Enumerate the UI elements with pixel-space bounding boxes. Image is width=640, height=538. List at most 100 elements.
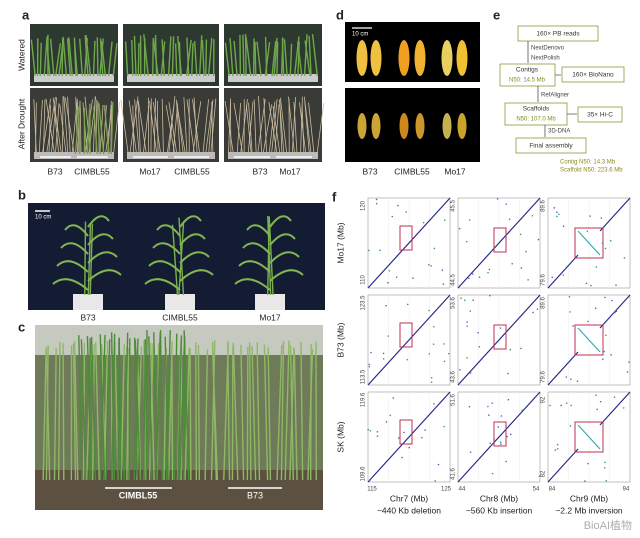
dot <box>458 227 461 230</box>
dot <box>560 404 562 407</box>
plant <box>288 96 295 155</box>
plant <box>64 97 75 155</box>
leaf <box>56 260 89 273</box>
plant <box>229 38 234 77</box>
alignment <box>367 391 451 483</box>
row-label: SK (Mb) <box>335 421 345 452</box>
scale-text: 10 cm <box>35 215 51 221</box>
dot <box>505 203 508 205</box>
inversion <box>577 327 601 353</box>
plant <box>74 100 81 155</box>
ear <box>441 40 453 76</box>
axis-label: Chr7 (Mb) <box>390 493 428 503</box>
y-tick: 109.6 <box>361 466 367 482</box>
dot <box>604 247 607 250</box>
plant <box>263 98 268 155</box>
flow-node: 35× Hi-C <box>587 112 613 119</box>
highlight <box>574 421 604 453</box>
highlight <box>493 421 507 447</box>
plant <box>148 336 153 481</box>
dot <box>532 311 534 314</box>
plant <box>161 39 166 77</box>
dot <box>500 415 503 417</box>
dot <box>437 463 440 466</box>
photos <box>28 22 480 510</box>
dot <box>430 381 433 383</box>
dot <box>556 448 559 450</box>
plant <box>264 36 268 77</box>
y-tick: 41.6 <box>451 468 457 480</box>
flow-node: Scaffolds <box>523 106 550 113</box>
dot <box>487 271 489 274</box>
plant <box>281 38 285 77</box>
y-tick: 92 <box>541 396 547 403</box>
row-label: Mo17 (Mb) <box>335 222 345 263</box>
plant <box>63 96 69 155</box>
plant <box>53 104 60 155</box>
line-label: CIMBL55 <box>162 312 198 322</box>
plant <box>95 342 100 481</box>
plant <box>268 216 274 296</box>
plant <box>57 342 61 481</box>
plant <box>38 99 43 155</box>
dot <box>432 343 435 345</box>
dot <box>433 247 436 250</box>
plant <box>78 38 84 77</box>
leaf <box>87 215 110 228</box>
plant <box>128 338 131 481</box>
plant <box>268 101 276 155</box>
plant <box>73 341 79 481</box>
pot <box>255 294 285 310</box>
plant <box>271 40 277 77</box>
plant <box>145 330 148 481</box>
x-tick: 94 <box>623 487 630 493</box>
plant <box>90 336 97 481</box>
highlight <box>399 322 413 348</box>
dot <box>464 299 466 302</box>
plant <box>48 104 51 155</box>
ear <box>357 113 367 139</box>
dot <box>587 462 589 465</box>
dot <box>448 352 450 355</box>
alignment <box>457 294 541 386</box>
dot <box>505 460 508 463</box>
plant <box>46 96 56 155</box>
dot <box>405 211 407 213</box>
plant <box>177 335 183 481</box>
leaf <box>234 278 271 291</box>
plant <box>73 43 78 77</box>
dot <box>430 376 433 379</box>
dot <box>569 425 572 427</box>
leaf <box>152 242 181 255</box>
plant <box>123 332 129 481</box>
panel-label: f <box>332 189 337 204</box>
plant <box>268 101 278 155</box>
plant <box>289 43 293 77</box>
flow-node: 160× PB reads <box>536 31 580 38</box>
plant <box>98 103 105 155</box>
plant <box>274 104 280 155</box>
dot <box>586 230 589 233</box>
plant <box>284 340 290 481</box>
dot <box>428 309 430 312</box>
plant <box>240 344 245 481</box>
plant <box>52 97 62 155</box>
plant <box>84 35 89 77</box>
dot <box>594 307 597 310</box>
highlight <box>399 419 413 445</box>
plant <box>224 42 230 77</box>
flow-step: 3D-DNA <box>548 129 570 135</box>
dot <box>424 429 426 431</box>
plant <box>45 347 51 481</box>
y-tick: 79.6 <box>541 274 547 286</box>
plant <box>152 38 154 77</box>
dot <box>478 276 481 279</box>
plant <box>211 347 219 481</box>
dot <box>466 321 468 323</box>
inversion <box>577 230 601 256</box>
plant <box>148 343 154 481</box>
dot <box>368 249 370 252</box>
plant <box>251 346 257 481</box>
dot <box>604 461 606 464</box>
y-tick: 123.5 <box>361 295 367 311</box>
